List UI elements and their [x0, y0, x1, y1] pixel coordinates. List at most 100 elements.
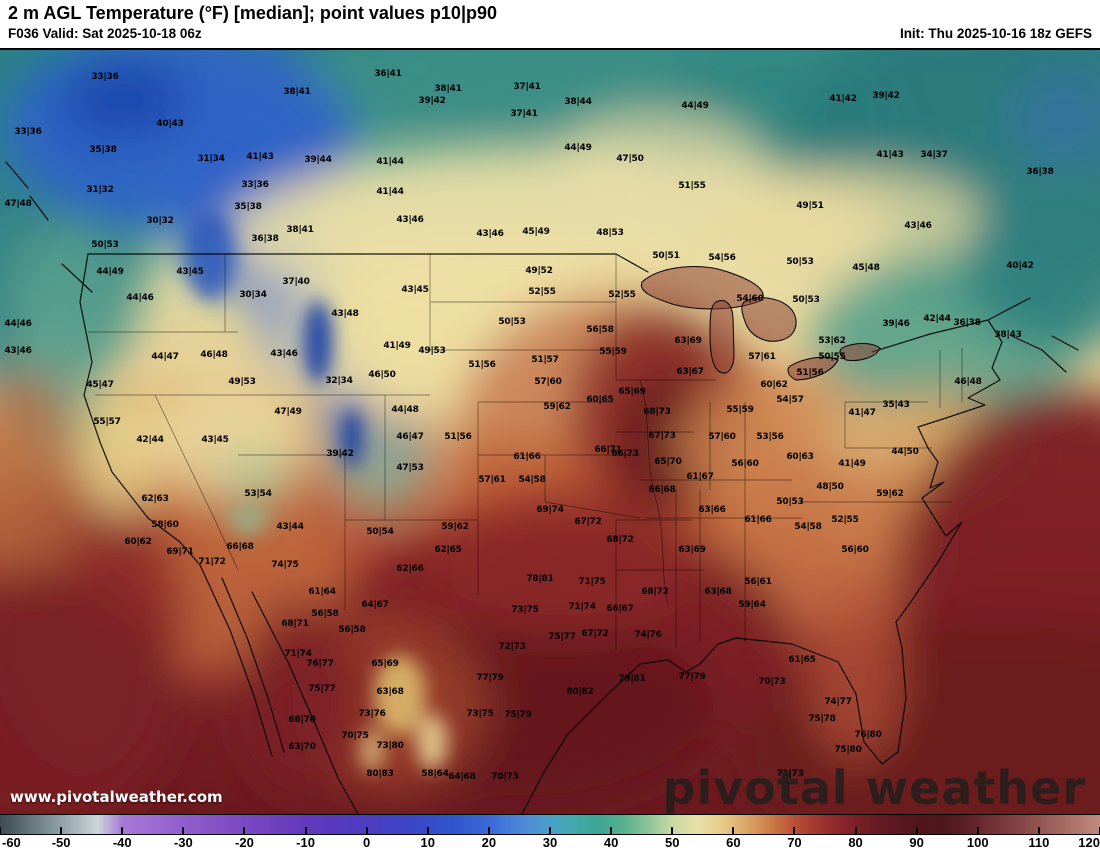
point-value: 63|68	[376, 687, 404, 697]
colorbar-tick-label: -50	[51, 835, 71, 850]
colorbar: -60 -50 -40 -30 -20 -10 0 10 20 30 40 50 60 70 80 90 100…	[0, 814, 1100, 852]
colorbar-tick-label: 90	[909, 835, 924, 850]
page-title: 2 m AGL Temperature (°F) [median]; point…	[8, 3, 497, 23]
point-value: 44|49	[681, 101, 709, 111]
point-value: 68|72	[606, 535, 634, 545]
point-value: 50|53	[498, 317, 526, 327]
point-value: 73|75	[511, 605, 539, 615]
point-value: 66|71	[594, 445, 622, 455]
point-value: 51|55	[678, 181, 706, 191]
point-value: 49|52	[525, 266, 553, 276]
point-value: 36|41	[374, 69, 402, 79]
point-value: 75|77	[548, 632, 576, 642]
point-value: 54|57	[776, 395, 804, 405]
point-value: 61|64	[308, 587, 336, 597]
point-value: 56|58	[338, 625, 366, 635]
colorbar-tick	[121, 827, 124, 834]
point-value: 57|61	[748, 352, 776, 362]
colorbar-tick-label: 100	[966, 835, 989, 850]
point-value: 48|53	[596, 228, 624, 238]
point-value: 41|42	[829, 94, 857, 104]
point-value: 51|56	[796, 368, 824, 378]
colorbar-tick-label: 110	[1028, 835, 1050, 850]
point-value: 69|71	[166, 547, 194, 557]
point-value: 43|44	[276, 522, 304, 532]
point-value: 39|44	[304, 155, 332, 165]
point-value: 57|60	[534, 377, 562, 387]
point-value: 43|45	[176, 267, 204, 277]
point-value: 41|44	[376, 157, 404, 167]
point-value: 74|76	[634, 630, 662, 640]
point-value: 66|68	[648, 485, 676, 495]
point-value: 33|36	[91, 72, 119, 82]
point-value: 53|62	[818, 336, 846, 346]
colorbar-tick-label: 30	[542, 835, 558, 850]
point-value: 41|44	[376, 187, 404, 197]
point-value: 70|73	[491, 772, 519, 782]
point-value: 77|79	[678, 672, 706, 682]
point-value: 38|43	[994, 330, 1022, 340]
point-value: 36|38	[251, 234, 279, 244]
point-value: 55|59	[599, 347, 627, 357]
point-value: 36|38	[1026, 167, 1054, 177]
point-value: 63|66	[698, 505, 726, 515]
point-value: 41|43	[246, 152, 274, 162]
point-value: 44|49	[96, 267, 124, 277]
point-value: 45|47	[86, 380, 114, 390]
point-value: 41|49	[838, 459, 866, 469]
colorbar-tick	[182, 827, 185, 834]
point-value: 50|53	[792, 295, 820, 305]
point-value: 57|60	[708, 432, 736, 442]
point-value: 43|46	[476, 229, 504, 239]
point-value: 63|69	[674, 336, 702, 346]
point-value: 35|38	[234, 202, 262, 212]
point-value: 43|45	[401, 285, 429, 295]
point-value: 59|64	[738, 600, 766, 610]
point-value: 68|72	[641, 587, 669, 597]
point-value: 52|55	[528, 287, 556, 297]
point-value: 67|72	[574, 517, 602, 527]
point-value: 44|50	[891, 447, 919, 457]
point-value: 62|63	[141, 494, 169, 504]
point-value: 46|48	[200, 350, 228, 360]
point-value: 71|75	[578, 577, 606, 587]
point-value: 65|70	[654, 457, 682, 467]
colorbar-tick	[976, 827, 979, 834]
point-value: 56|58	[586, 325, 614, 335]
point-value: 63|68	[704, 587, 732, 597]
point-value: 51|56	[444, 432, 472, 442]
point-value: 41|49	[383, 341, 411, 351]
point-value: 44|49	[564, 143, 592, 153]
point-value: 75|77	[308, 684, 336, 694]
point-value: 39|42	[418, 96, 446, 106]
point-value: 43|45	[201, 435, 229, 445]
point-value: 53|56	[756, 432, 784, 442]
point-value: 70|73	[758, 677, 786, 687]
point-value: 68|73	[643, 407, 671, 417]
point-value: 78|81	[526, 574, 554, 584]
point-value: 73|75	[466, 709, 494, 719]
point-value: 67|72	[581, 629, 609, 639]
point-value: 61|66	[744, 515, 772, 525]
point-value: 50|53	[91, 240, 119, 250]
colorbar-tick-label: 0	[363, 835, 371, 850]
point-value: 37|40	[282, 277, 310, 287]
colorbar-tick	[0, 827, 1, 834]
state-borders	[88, 254, 963, 650]
point-value: 31|34	[197, 154, 225, 164]
point-value: 39|42	[872, 91, 900, 101]
point-value: 38|41	[434, 84, 462, 94]
point-value: 75|80	[834, 745, 862, 755]
point-value: 39|42	[326, 449, 354, 459]
point-value: 79|81	[618, 674, 646, 684]
point-value: 66|67	[606, 604, 634, 614]
point-value: 30|32	[146, 216, 174, 226]
colorbar-tick	[610, 827, 613, 834]
colorbar-tick-label: 10	[420, 835, 435, 850]
point-value: 44|47	[151, 352, 179, 362]
point-value: 37|41	[513, 82, 541, 92]
temperature-map[interactable]: 33|36 38|41 36|41 39|42 38|41 37|41 37|41 38|44…	[0, 48, 1100, 814]
point-value: 49|53	[418, 346, 446, 356]
point-values-layer: 33|36 38|41 36|41 39|42 38|41 37|41 37|41 38|44…	[0, 50, 1100, 814]
colorbar-tick-label: -40	[112, 835, 132, 850]
